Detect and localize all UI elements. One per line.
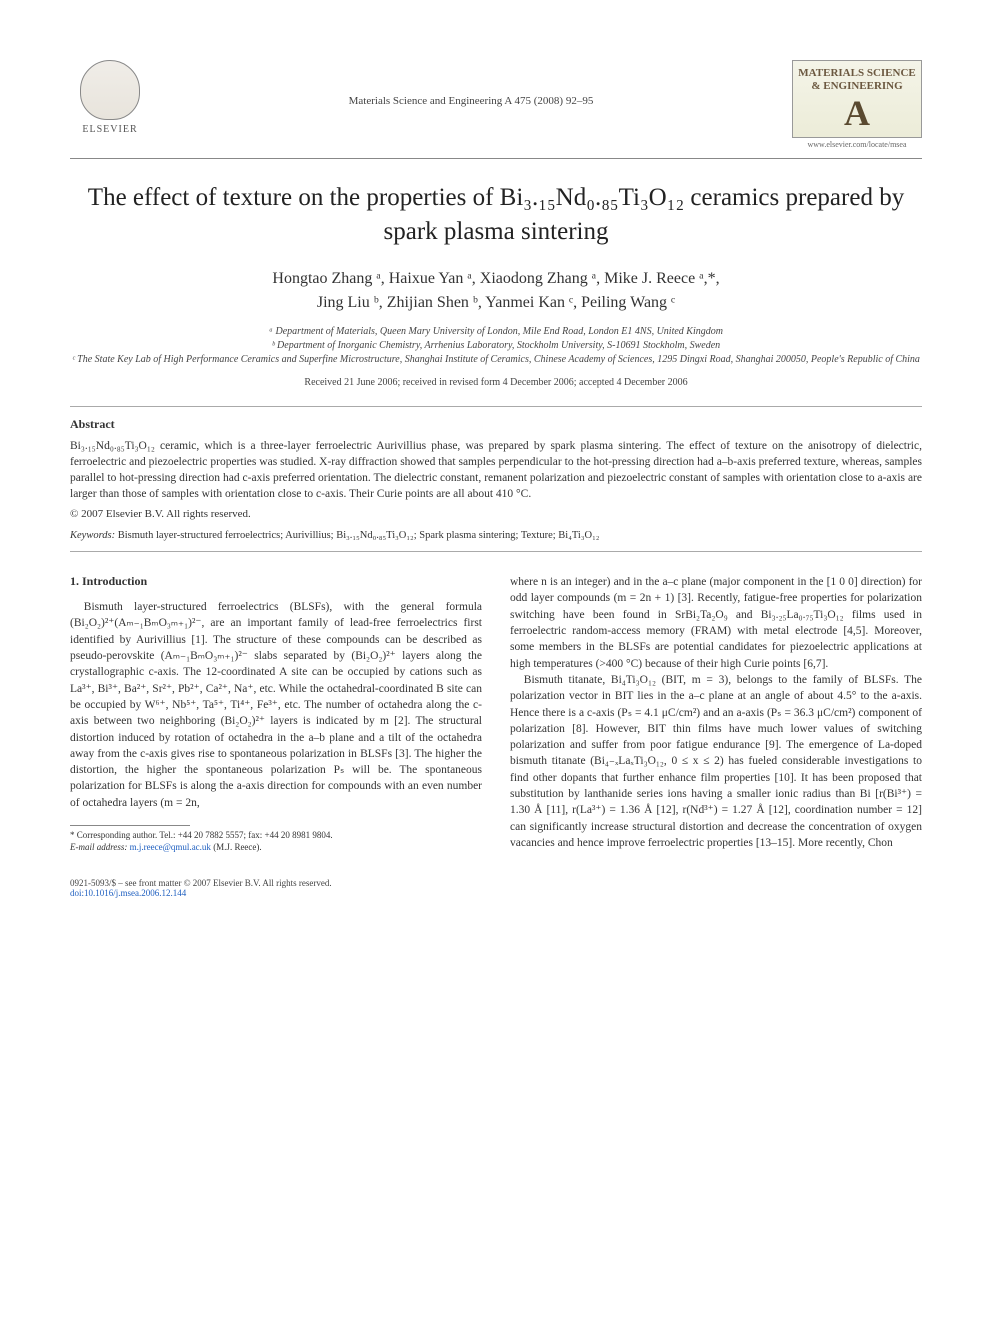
footnote-rule: [70, 825, 190, 826]
footer-doi[interactable]: doi:10.1016/j.msea.2006.12.144: [70, 888, 922, 898]
journal-reference: Materials Science and Engineering A 475 …: [150, 95, 792, 107]
body-columns: 1. Introduction Bismuth layer-structured…: [70, 574, 922, 854]
affiliations: ᵃ Department of Materials, Queen Mary Un…: [70, 325, 922, 367]
intro-paragraph-left: Bismuth layer-structured ferroelectrics …: [70, 599, 482, 811]
keywords: Keywords: Bismuth layer-structured ferro…: [70, 530, 922, 541]
intro-paragraph-right-2: Bismuth titanate, Bi₄Ti₃O₁₂ (BIT, m = 3)…: [510, 672, 922, 852]
section-1-heading: 1. Introduction: [70, 574, 482, 589]
abstract-heading: Abstract: [70, 417, 922, 432]
footnote-email-who: (M.J. Reece).: [213, 842, 261, 852]
authors-line-2: Jing Liu ᵇ, Zhijian Shen ᵇ, Yanmei Kan ᶜ…: [317, 294, 675, 311]
abstract-copyright: © 2007 Elsevier B.V. All rights reserved…: [70, 508, 922, 520]
journal-logo: MATERIALS SCIENCE & ENGINEERING A www.el…: [792, 60, 922, 149]
intro-right-text: where n is an integer) and in the a–c pl…: [510, 574, 922, 852]
journal-url: www.elsevier.com/locate/msea: [792, 140, 922, 149]
publisher-logo: ELSEVIER: [70, 60, 150, 150]
footer-copyright-line: 0921-5093/$ – see front matter © 2007 El…: [70, 878, 922, 888]
journal-logo-letter: A: [797, 95, 917, 131]
journal-logo-box: MATERIALS SCIENCE & ENGINEERING A: [792, 60, 922, 138]
abstract-text: Bi₃.₁₅Nd₀.₈₅Ti₃O₁₂ ceramic, which is a t…: [70, 438, 922, 502]
page-header: ELSEVIER Materials Science and Engineeri…: [70, 60, 922, 150]
intro-paragraph-right-1: where n is an integer) and in the a–c pl…: [510, 574, 922, 672]
keywords-items: Bismuth layer-structured ferroelectrics;…: [118, 530, 600, 541]
publisher-name: ELSEVIER: [82, 124, 137, 135]
paper-title: The effect of texture on the properties …: [70, 181, 922, 249]
authors-line-1: Hongtao Zhang ᵃ, Haixue Yan ᵃ, Xiaodong …: [272, 270, 719, 287]
left-column: 1. Introduction Bismuth layer-structured…: [70, 574, 482, 854]
footnote-corr: * Corresponding author. Tel.: +44 20 788…: [70, 830, 482, 842]
affiliation-a: ᵃ Department of Materials, Queen Mary Un…: [70, 325, 922, 339]
affiliation-b: ᵇ Department of Inorganic Chemistry, Arr…: [70, 339, 922, 353]
corresponding-author-footnote: * Corresponding author. Tel.: +44 20 788…: [70, 830, 482, 853]
footnote-email-line: E-mail address: m.j.reece@qmul.ac.uk (M.…: [70, 842, 482, 854]
page-footer: 0921-5093/$ – see front matter © 2007 El…: [70, 878, 922, 898]
author-list: Hongtao Zhang ᵃ, Haixue Yan ᵃ, Xiaodong …: [70, 267, 922, 315]
affiliation-c: ᶜ The State Key Lab of High Performance …: [70, 353, 922, 367]
right-column: where n is an integer) and in the a–c pl…: [510, 574, 922, 854]
journal-logo-text: MATERIALS SCIENCE & ENGINEERING: [797, 67, 917, 93]
footnote-email-label: E-mail address:: [70, 842, 127, 852]
header-rule: [70, 158, 922, 159]
article-dates: Received 21 June 2006; received in revis…: [70, 377, 922, 388]
intro-left-text: Bismuth layer-structured ferroelectrics …: [70, 599, 482, 811]
keywords-label: Keywords:: [70, 530, 115, 541]
elsevier-tree-icon: [80, 60, 140, 120]
footnote-email-link[interactable]: m.j.reece@qmul.ac.uk: [130, 842, 211, 852]
abstract-bottom-rule: [70, 551, 922, 552]
abstract-top-rule: [70, 406, 922, 407]
